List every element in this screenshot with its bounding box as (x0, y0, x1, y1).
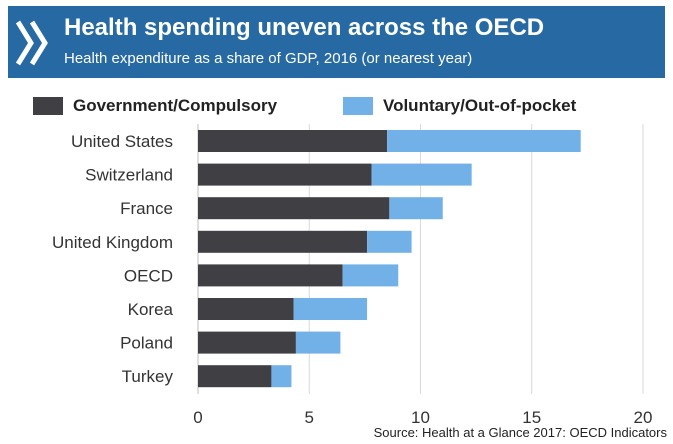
bar-voluntary (271, 365, 292, 388)
chart-header: Health spending uneven across the OECD H… (8, 6, 665, 78)
bar-government (198, 130, 388, 152)
chart-title: Health spending uneven across the OECD (64, 14, 545, 41)
category-label: Switzerland (85, 166, 173, 185)
chart-subtitle: Health expenditure as a share of GDP, 20… (64, 50, 473, 67)
bar-voluntary (342, 264, 399, 287)
bar-voluntary (389, 197, 443, 220)
x-tick-label: 10 (411, 408, 430, 427)
category-label: OECD (124, 266, 173, 285)
bar-government (198, 298, 294, 320)
legend-swatch-government (33, 97, 63, 115)
x-tick-label: 5 (305, 408, 314, 427)
category-label: Turkey (122, 367, 174, 386)
bar-government (198, 163, 372, 186)
legend-item-government: Government/Compulsory (33, 92, 277, 120)
category-label: United Kingdom (52, 233, 173, 252)
source-note: Source: Health at a Glance 2017: OECD In… (373, 425, 667, 440)
bar-voluntary (367, 230, 412, 253)
x-tick-label: 20 (634, 408, 653, 427)
legend-swatch-voluntary (343, 97, 373, 115)
category-label: Poland (120, 334, 173, 353)
legend-label-government: Government/Compulsory (73, 96, 278, 115)
legend-item-voluntary: Voluntary/Out-of-pocket (343, 92, 576, 120)
bar-voluntary (295, 331, 341, 354)
bar-government (198, 331, 296, 354)
x-tick-label: 0 (193, 408, 202, 427)
bar-government (198, 264, 343, 287)
bar-voluntary (387, 130, 581, 152)
bar-government (198, 365, 272, 388)
category-label: Korea (128, 300, 174, 319)
bar-government (198, 197, 390, 220)
x-tick-label: 15 (522, 408, 541, 427)
double-chevron-logo-icon (15, 20, 48, 66)
bar-government (198, 230, 368, 253)
category-label: United States (71, 132, 173, 151)
bar-voluntary (293, 298, 368, 320)
legend-label-voluntary: Voluntary/Out-of-pocket (383, 96, 577, 115)
bar-voluntary (371, 163, 472, 186)
category-label: France (120, 199, 173, 218)
